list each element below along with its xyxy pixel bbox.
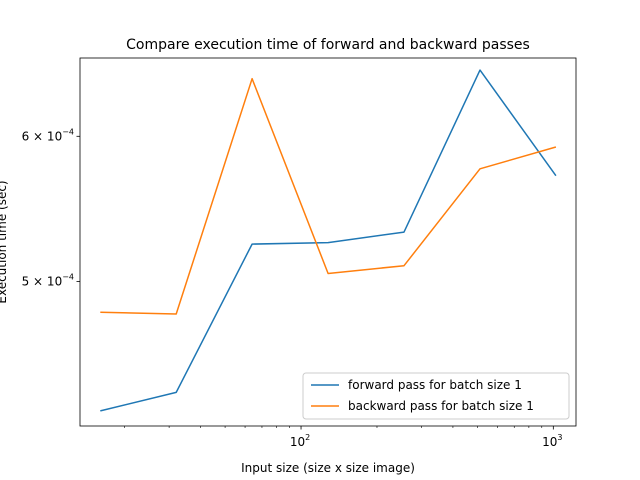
y-axis-label: Execution time (sec) — [0, 180, 9, 303]
tick-layer: 102 103 5 × 10−4 6 × 10−4 — [22, 127, 563, 449]
series-layer — [100, 69, 557, 412]
legend-box — [302, 372, 570, 420]
y-tick-label: 6 × 10−4 — [22, 127, 74, 143]
series-line-2 — [100, 77, 557, 315]
series-line-1 — [100, 69, 557, 412]
plot-frame — [79, 57, 577, 427]
x-axis-label: Input size (size x size image) — [241, 461, 415, 475]
y-tick-label: 5 × 10−4 — [22, 272, 74, 288]
x-tick-label: 102 — [290, 433, 310, 449]
chart-title: Compare execution time of forward and ba… — [126, 37, 530, 53]
legend-entry: forward pass for batch size 1 — [348, 378, 522, 392]
legend: forward pass for batch size 1 backward pa… — [302, 372, 570, 420]
x-tick-label: 103 — [542, 433, 562, 449]
legend-entry: backward pass for batch size 1 — [348, 399, 534, 413]
